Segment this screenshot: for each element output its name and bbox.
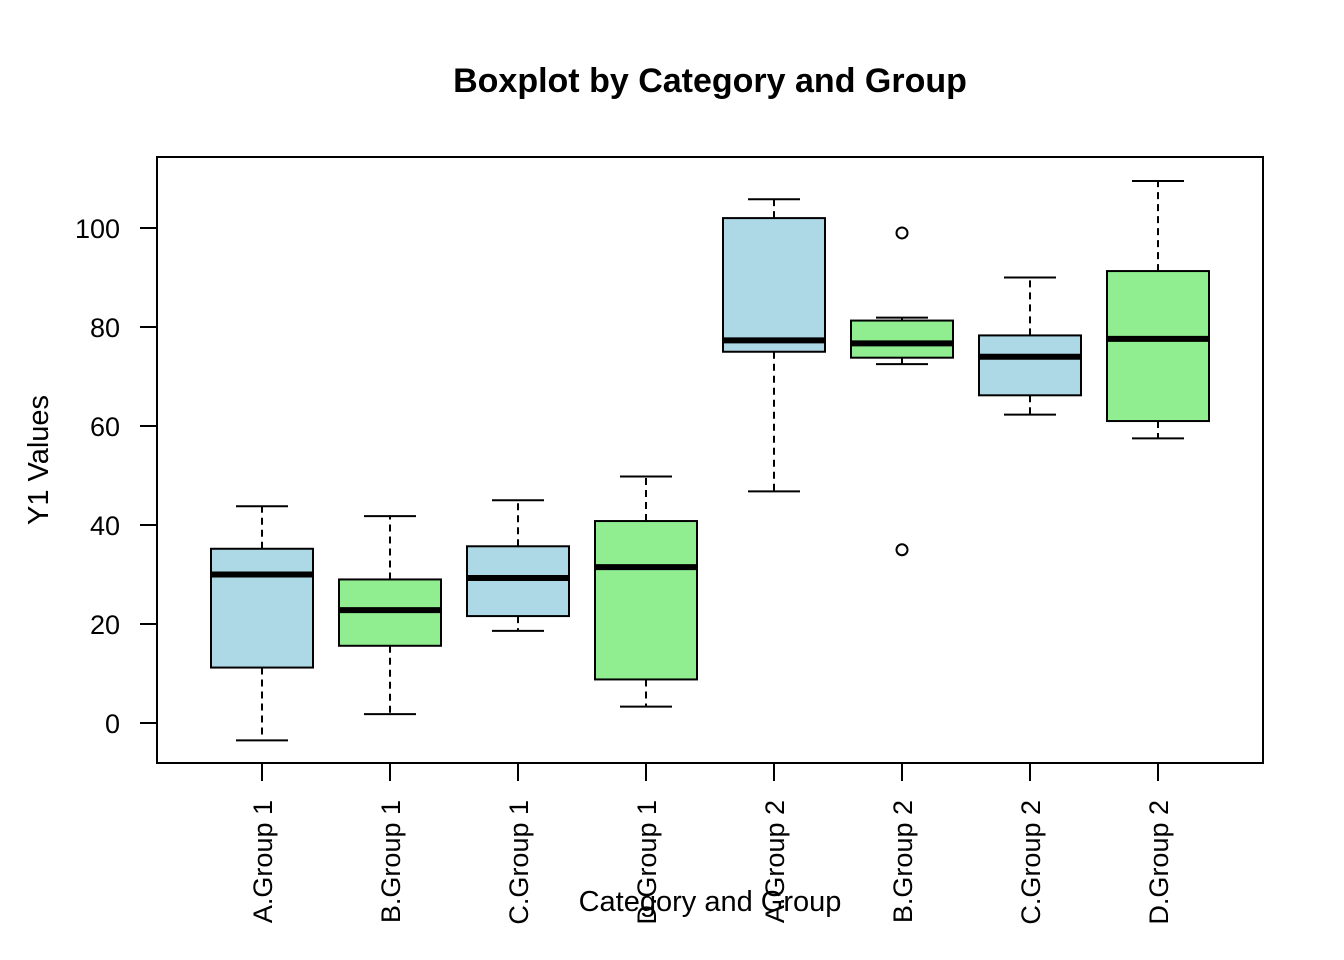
box-group	[850, 226, 954, 557]
x-tick-label: C.Group 2	[1016, 800, 1046, 925]
box	[594, 520, 698, 681]
box	[722, 217, 826, 353]
boxes-layer	[210, 179, 1210, 742]
x-tick-label: A.Group 1	[248, 800, 278, 923]
y-tick-label: 100	[75, 214, 120, 244]
y-tick-label: 80	[90, 313, 120, 343]
x-tick-label: D.Group 2	[1144, 800, 1174, 925]
x-tick-label: B.Group 1	[376, 800, 406, 923]
x-tick-label: C.Group 1	[504, 800, 534, 925]
box-group	[1106, 179, 1210, 440]
y-tick-label: 40	[90, 511, 120, 541]
box-group	[466, 499, 570, 632]
x-axis-label: Category and Group	[579, 886, 842, 918]
box	[978, 334, 1082, 397]
x-tick-label: D.Group 1	[632, 800, 662, 925]
box-group	[594, 475, 698, 708]
box-group	[338, 515, 442, 716]
box-group	[722, 198, 826, 493]
plot-frame	[156, 156, 1264, 764]
box	[1106, 270, 1210, 423]
outlier-point	[895, 226, 909, 240]
x-axis: A.Group 1 B.Group 1 C.Group 1 D.Group 1 A.Gr…	[248, 762, 1174, 925]
box	[466, 545, 570, 618]
y-tick-label: 60	[90, 412, 120, 442]
x-tick-label: B.Group 2	[888, 800, 918, 923]
y-tick-label: 20	[90, 610, 120, 640]
chart-title: Boxplot by Category and Group	[453, 62, 967, 100]
y-axis-label: Y1 Values	[23, 395, 55, 525]
box	[850, 319, 954, 359]
outlier-point	[895, 543, 909, 557]
box-group	[978, 276, 1082, 416]
y-axis: 0 20 40 60 80 100	[75, 214, 158, 739]
box-group	[210, 505, 314, 742]
box	[210, 547, 314, 669]
y-tick-label: 0	[105, 709, 120, 739]
x-tick-label: A.Group 2	[760, 800, 790, 923]
